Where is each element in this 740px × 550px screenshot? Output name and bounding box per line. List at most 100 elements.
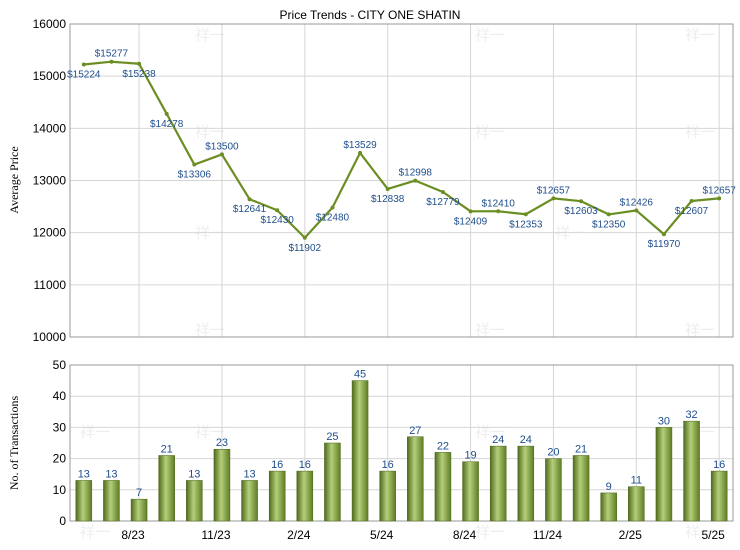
price-point (164, 111, 169, 116)
price-data-label: $13306 (178, 170, 212, 181)
price-data-label: $12657 (537, 185, 571, 196)
price-data-label: $13500 (205, 141, 239, 152)
price-data-label: $13529 (343, 140, 377, 151)
x-tick-label: 2/25 (619, 528, 643, 542)
price-point (192, 162, 197, 167)
price-plot-frame (69, 23, 734, 338)
price-axis-label: Average Price (7, 146, 21, 213)
price-data-label: $12641 (233, 204, 267, 215)
transaction-bar (158, 455, 175, 522)
transaction-bar-label: 16 (713, 459, 725, 471)
transaction-bar (268, 470, 286, 522)
transactions-y-tick-label: 30 (53, 420, 67, 434)
price-point (579, 199, 584, 204)
transaction-bar-label: 22 (437, 440, 449, 452)
transaction-bar-label: 21 (161, 443, 173, 455)
transaction-bar (241, 480, 258, 522)
transaction-bar-label: 24 (520, 434, 532, 446)
price-data-label: $12657 (703, 185, 737, 196)
transaction-bar (545, 458, 562, 522)
price-point (385, 186, 390, 191)
x-tick-label: 5/24 (370, 528, 394, 542)
transaction-bar (517, 445, 535, 522)
price-data-label: $12603 (564, 206, 598, 217)
watermark-text: 祥一 (685, 321, 715, 339)
price-y-tick-label: 10000 (33, 330, 67, 344)
transaction-bar (351, 380, 369, 522)
plot-frames (69, 23, 734, 522)
transaction-bar (213, 448, 231, 522)
transaction-bar-label: 21 (575, 443, 587, 455)
transaction-bar (462, 461, 479, 522)
x-tick-label: 2/24 (287, 528, 311, 542)
transaction-bar-label: 19 (464, 450, 476, 462)
transaction-bar-label: 23 (216, 437, 228, 449)
watermark-text: 祥一 (80, 523, 110, 541)
price-data-label: $12998 (399, 168, 433, 179)
x-tick-label: 8/24 (453, 528, 477, 542)
transaction-bar-label: 32 (685, 409, 697, 421)
transactions-y-tick-label: 0 (59, 514, 66, 528)
transaction-bar-label: 7 (136, 487, 142, 499)
price-data-label: $14278 (150, 119, 184, 130)
transaction-bar (628, 486, 645, 522)
price-point (413, 178, 418, 183)
axis-tick-labels: 10000 11000 12000 13000 14000 15000 16000 0 10 20… (33, 17, 726, 542)
transaction-bar-label: 16 (382, 459, 394, 471)
price-point (109, 59, 114, 64)
transaction-bar (489, 445, 507, 522)
watermark-text: 祥一 (195, 26, 225, 44)
x-tick-label: 5/25 (702, 528, 726, 542)
transactions-y-tick-label: 10 (53, 483, 67, 497)
price-data-label: $12353 (509, 219, 543, 230)
price-y-tick-label: 16000 (33, 17, 67, 31)
watermark-text: 祥一 (475, 523, 505, 541)
price-data-label: $11970 (648, 239, 681, 250)
chart-title: Price Trends - CITY ONE SHATIN (280, 8, 461, 22)
price-data-label: $12779 (426, 197, 460, 208)
price-data-label: $12350 (592, 219, 626, 230)
transactions-y-tick-label: 20 (53, 452, 67, 466)
price-y-tick-label: 13000 (33, 174, 67, 188)
price-point (302, 235, 307, 240)
transaction-bar (434, 452, 452, 522)
price-y-tick-label: 15000 (33, 69, 67, 83)
transaction-bar (379, 470, 396, 522)
price-point (247, 197, 252, 202)
price-data-label: $15224 (67, 69, 101, 80)
x-tick-label: 11/24 (533, 528, 562, 542)
x-tick-label: 8/23 (121, 528, 145, 542)
price-point (358, 150, 363, 155)
transaction-bar-label: 16 (299, 459, 311, 471)
price-data-label: $12426 (620, 197, 654, 208)
transaction-bar (683, 420, 700, 522)
price-data-label: $12430 (261, 215, 295, 226)
price-data-label: $15277 (95, 49, 129, 60)
watermark-text: 祥一 (685, 26, 715, 44)
price-series-line (83, 60, 720, 239)
transaction-bar-label: 27 (409, 425, 421, 437)
transactions-y-tick-label: 50 (53, 358, 67, 372)
price-point (496, 209, 501, 214)
transaction-bar-label: 9 (606, 481, 612, 493)
transaction-bar (572, 455, 590, 522)
transaction-bar (75, 480, 93, 522)
price-point (717, 196, 722, 201)
transaction-bar-label: 25 (326, 431, 338, 443)
watermark-text: 祥一 (195, 123, 225, 141)
transaction-bar (324, 442, 341, 522)
transaction-bar-label: 13 (188, 468, 200, 480)
watermark-text: 祥一 (685, 523, 715, 541)
transaction-bar (407, 436, 424, 522)
price-point (606, 212, 611, 217)
watermark-text: 祥一 (475, 321, 505, 339)
transaction-bar (655, 427, 673, 522)
price-point (81, 62, 86, 67)
transaction-bar (600, 492, 617, 522)
price-point (137, 61, 142, 66)
price-point (551, 196, 556, 201)
transactions-plot-frame (69, 364, 734, 522)
price-point (523, 212, 528, 217)
